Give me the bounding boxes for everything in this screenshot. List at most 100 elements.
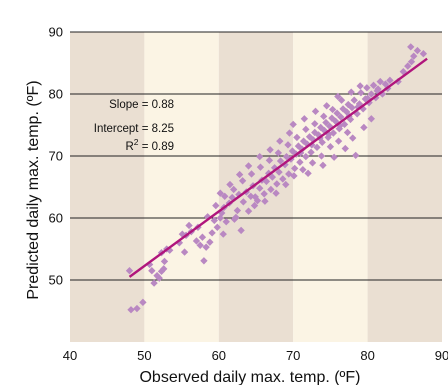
data-point xyxy=(268,173,277,181)
data-point xyxy=(337,113,345,121)
data-point xyxy=(350,96,358,104)
slope-annotation: Slope = 0.88 xyxy=(109,99,174,111)
data-point xyxy=(233,206,242,215)
fit-line-group xyxy=(128,57,428,278)
x-tick-label: 90 xyxy=(435,348,448,363)
background-band xyxy=(70,32,145,342)
data-point xyxy=(369,81,378,89)
data-point xyxy=(139,298,147,306)
background-band xyxy=(144,32,219,342)
x-tick-label: 80 xyxy=(360,348,374,363)
data-point xyxy=(410,52,418,60)
data-point xyxy=(413,46,422,55)
data-point xyxy=(155,274,163,282)
data-point xyxy=(407,58,416,66)
data-point xyxy=(160,257,169,266)
data-point xyxy=(311,120,319,128)
data-point xyxy=(356,82,364,90)
data-point xyxy=(357,89,365,97)
data-point xyxy=(349,134,357,142)
data-point xyxy=(180,248,189,256)
data-point xyxy=(302,125,310,134)
x-axis-label: Observed daily max. temp. (ºF) xyxy=(139,369,360,385)
data-point xyxy=(235,170,244,179)
y-tick-label: 50 xyxy=(49,273,63,288)
data-point xyxy=(230,185,238,194)
data-point xyxy=(237,226,245,235)
data-point xyxy=(404,62,412,70)
r2-annotation: R2 = 0.89 xyxy=(125,137,174,153)
data-point xyxy=(386,76,394,85)
data-point xyxy=(276,157,285,165)
background-band xyxy=(367,32,442,342)
data-point xyxy=(150,279,158,287)
data-point xyxy=(282,180,290,189)
gridlines xyxy=(70,31,442,281)
data-point xyxy=(313,143,321,151)
data-point xyxy=(244,162,253,170)
r2-value: = 0.89 xyxy=(139,141,175,153)
data-point xyxy=(238,177,247,185)
data-point xyxy=(352,151,360,160)
data-point xyxy=(247,170,256,178)
y-tick-label: 70 xyxy=(49,149,63,164)
x-tick-label: 70 xyxy=(286,348,300,363)
data-point xyxy=(216,189,224,197)
data-point xyxy=(127,306,135,314)
y-tick-label: 60 xyxy=(49,211,63,226)
data-point xyxy=(247,192,255,200)
data-point xyxy=(419,50,428,58)
data-point xyxy=(232,213,240,222)
data-point xyxy=(206,238,214,246)
y-tick-labels: 50 60 70 80 90 xyxy=(49,25,63,288)
data-point xyxy=(222,218,230,226)
y-tick-label: 80 xyxy=(49,87,63,102)
data-point xyxy=(308,159,317,167)
data-point xyxy=(160,265,168,273)
data-point xyxy=(256,184,264,192)
intercept-annotation: Intercept = 8.25 xyxy=(94,123,174,135)
data-point xyxy=(212,201,220,210)
data-point xyxy=(239,198,248,206)
data-point xyxy=(226,180,234,189)
data-point xyxy=(253,196,262,205)
data-point xyxy=(208,229,216,237)
data-point xyxy=(337,96,346,104)
r2-exponent: 2 xyxy=(134,137,139,147)
data-point xyxy=(367,90,375,98)
x-tick-label: 40 xyxy=(63,348,77,363)
data-point xyxy=(221,192,229,200)
background-band xyxy=(218,32,294,342)
r2-prefix: R xyxy=(125,141,133,153)
x-tick-labels: 40 50 60 70 80 90 xyxy=(63,348,448,363)
data-point xyxy=(299,165,307,174)
fit-line xyxy=(128,57,428,278)
data-point xyxy=(343,128,352,137)
background-band xyxy=(293,32,368,342)
data-point xyxy=(367,115,375,123)
data-point xyxy=(319,161,327,169)
data-point xyxy=(244,207,253,215)
data-point xyxy=(307,148,315,156)
data-point xyxy=(347,88,355,96)
data-point xyxy=(348,103,356,112)
data-point xyxy=(323,102,331,110)
data-point xyxy=(360,123,368,132)
data-point xyxy=(407,43,415,51)
data-point xyxy=(322,118,330,127)
x-tick-label: 50 xyxy=(137,348,151,363)
data-point xyxy=(198,233,207,241)
data-point xyxy=(334,92,342,101)
data-point xyxy=(279,175,287,183)
y-tick-label: 90 xyxy=(49,25,63,40)
data-point xyxy=(200,257,208,265)
data-point xyxy=(330,153,338,161)
data-point xyxy=(289,120,297,129)
background-bands xyxy=(70,32,442,342)
x-tick-label: 60 xyxy=(212,348,226,363)
data-point xyxy=(148,267,156,275)
data-point xyxy=(320,112,328,120)
y-axis-label: Predicted daily max. temp. (ºF) xyxy=(25,80,42,299)
